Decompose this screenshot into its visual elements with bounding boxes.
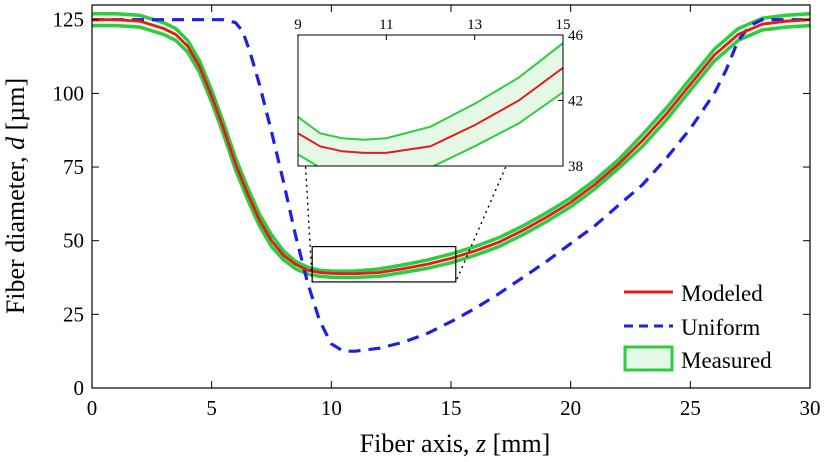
axis-ticks: 0 5 10 15 20 25 30 0 25 50 75 100 125 <box>53 5 821 420</box>
x-tick-label: 15 <box>441 396 462 420</box>
plot-area <box>92 12 810 353</box>
legend: Modeled Uniform Measured <box>623 281 772 373</box>
x-tick-label: 30 <box>800 396 821 420</box>
x-tick-label: 20 <box>560 396 581 420</box>
x-tick-label: 10 <box>321 396 342 420</box>
inset-y-tick-label: 46 <box>568 28 584 44</box>
x-tick-label: 5 <box>206 396 217 420</box>
measured-lower-line <box>92 23 810 280</box>
inset-x-tick-label: 13 <box>467 17 482 33</box>
y-axis-label: Fiber diameter, d [µm] <box>1 78 30 314</box>
y-tick-label: 125 <box>53 8 85 32</box>
inset-plot: 9 11 13 15 38 42 46 <box>294 17 583 175</box>
legend-label-measured: Measured <box>681 348 772 373</box>
x-tick-label: 0 <box>87 396 98 420</box>
y-tick-label: 75 <box>63 155 84 179</box>
y-tick-label: 0 <box>74 376 85 400</box>
inset-y-tick-label: 42 <box>568 94 583 110</box>
y-tick-label: 25 <box>63 302 84 326</box>
uniform-series-line <box>92 18 810 353</box>
inset-modeled-line <box>298 66 563 154</box>
inset-ticks: 9 11 13 15 38 42 46 <box>294 17 583 175</box>
inset-upper-line <box>298 41 563 141</box>
y-tick-label: 50 <box>63 229 84 253</box>
legend-label-uniform: Uniform <box>681 315 760 340</box>
x-tick-label: 25 <box>680 396 701 420</box>
inset-y-tick-label: 38 <box>568 159 583 175</box>
zoom-box <box>311 245 457 283</box>
inset-x-tick-label: 15 <box>556 17 571 33</box>
legend-label-modeled: Modeled <box>681 281 763 306</box>
modeled-series-line <box>92 18 810 276</box>
legend-swatch-measured <box>623 345 674 372</box>
inset-x-tick-label: 9 <box>294 17 302 33</box>
measured-band <box>92 12 810 280</box>
inset-x-tick-label: 11 <box>379 17 393 33</box>
y-tick-label: 100 <box>53 81 85 105</box>
measured-upper-line <box>92 12 810 274</box>
inset-area <box>298 41 563 166</box>
x-axis-label: Fiber axis, z [mm] <box>360 429 551 458</box>
